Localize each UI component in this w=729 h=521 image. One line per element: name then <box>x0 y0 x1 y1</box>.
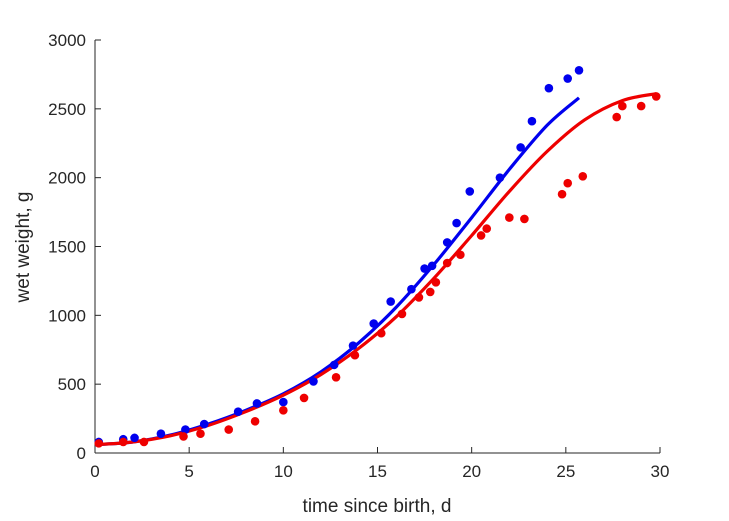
y-tick-label: 1000 <box>48 306 86 325</box>
data-point-series-2 <box>376 328 386 338</box>
y-tick-label: 0 <box>77 444 86 463</box>
x-axis-label: time since birth, d <box>303 496 452 517</box>
data-point-series-2 <box>94 439 104 448</box>
data-point-series-1 <box>309 377 318 386</box>
plot-axes <box>94 39 661 454</box>
data-point-series-1 <box>233 407 243 417</box>
x-tick-label: 30 <box>651 462 670 481</box>
data-point-series-1 <box>156 429 166 439</box>
y-tick-label: 500 <box>58 375 86 394</box>
fit-lines <box>94 92 657 447</box>
data-point-series-2 <box>557 189 567 199</box>
data-point-series-1 <box>348 341 358 350</box>
data-point-series-2 <box>414 293 424 302</box>
data-point-series-1 <box>252 399 262 408</box>
data-point-series-2 <box>476 231 486 240</box>
data-point-series-2 <box>578 171 588 181</box>
data-point-series-1 <box>516 143 525 152</box>
data-point-series-2 <box>456 250 465 260</box>
x-tick-label: 10 <box>274 462 293 481</box>
data-point-series-2 <box>179 432 188 441</box>
data-point-series-2 <box>520 214 529 224</box>
data-point-series-2 <box>482 224 492 233</box>
data-point-series-2 <box>425 287 435 297</box>
data-point-series-2 <box>196 429 205 439</box>
data-point-series-1 <box>544 83 554 93</box>
x-tick-label: 0 <box>90 462 99 481</box>
x-tick-label: 25 <box>556 462 575 481</box>
data-point-series-1 <box>420 264 429 273</box>
data-point-series-1 <box>181 425 190 434</box>
y-tick-label: 3000 <box>48 31 86 50</box>
data-point-series-2 <box>279 406 288 415</box>
data-point-series-2 <box>250 417 260 426</box>
fit-line-2 <box>94 92 657 447</box>
data-point-series-2 <box>442 258 452 268</box>
data-point-series-2 <box>397 309 407 319</box>
x-tick-label: 5 <box>184 462 193 481</box>
x-tick-label: 20 <box>462 462 481 481</box>
data-point-series-1 <box>574 65 584 75</box>
data-point-series-2 <box>636 101 646 111</box>
fit-line-1 <box>94 96 581 447</box>
data-point-series-2 <box>299 393 309 403</box>
data-point-series-2 <box>350 350 360 360</box>
tick-labels: 0 5 10 15 20 25 30 0 500 1000 1500 2000 2500 3000 <box>48 31 669 481</box>
data-point-series-2 <box>612 112 621 122</box>
data-point-series-1 <box>279 397 288 407</box>
data-points <box>94 65 661 448</box>
data-point-series-1 <box>329 360 339 370</box>
data-point-series-1 <box>495 173 505 182</box>
data-point-series-2 <box>139 437 149 447</box>
data-point-series-1 <box>465 187 475 196</box>
data-point-series-1 <box>130 433 139 443</box>
data-point-series-2 <box>651 92 661 101</box>
data-point-series-1 <box>527 116 537 126</box>
data-point-series-2 <box>563 178 573 188</box>
data-point-series-2 <box>118 437 128 447</box>
data-point-series-1 <box>452 218 461 228</box>
data-point-series-2 <box>224 425 234 434</box>
data-point-series-1 <box>427 261 437 271</box>
data-point-series-2 <box>505 213 514 222</box>
data-point-series-2 <box>431 277 441 287</box>
data-point-series-1 <box>369 319 379 328</box>
data-point-series-2 <box>331 372 341 382</box>
y-tick-label: 1500 <box>48 238 86 257</box>
x-tick-label: 15 <box>368 462 387 481</box>
data-point-series-1 <box>442 238 452 247</box>
data-point-series-1 <box>563 74 573 83</box>
data-point-series-1 <box>407 284 416 294</box>
y-tick-label: 2000 <box>48 169 86 188</box>
y-tick-label: 2500 <box>48 100 86 119</box>
data-point-series-2 <box>618 101 627 111</box>
data-point-series-1 <box>199 419 209 429</box>
y-axis-label: wet weight, g <box>13 192 34 304</box>
data-point-series-1 <box>386 297 395 306</box>
